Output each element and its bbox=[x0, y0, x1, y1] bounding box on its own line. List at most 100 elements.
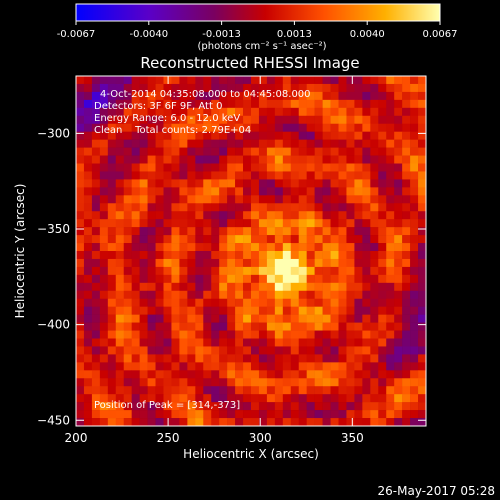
heatmap-cell bbox=[99, 107, 109, 117]
heatmap-cell bbox=[123, 107, 132, 117]
heatmap-cell bbox=[306, 322, 315, 331]
heatmap-cell bbox=[418, 195, 427, 204]
heatmap-cell bbox=[115, 362, 125, 371]
heatmap-cell bbox=[171, 290, 180, 300]
heatmap-cell bbox=[147, 83, 156, 93]
heatmap-cell bbox=[99, 370, 109, 379]
heatmap-cell bbox=[282, 203, 292, 212]
heatmap-cell bbox=[330, 282, 339, 292]
heatmap-cell bbox=[115, 394, 125, 403]
heatmap-cell bbox=[346, 274, 355, 284]
heatmap-cell bbox=[378, 251, 387, 260]
heatmap-cell bbox=[203, 235, 212, 244]
heatmap-cell bbox=[346, 171, 355, 180]
heatmap-cell bbox=[394, 211, 403, 220]
heatmap-cell bbox=[354, 306, 363, 315]
heatmap-cell bbox=[290, 171, 300, 180]
heatmap-cell bbox=[187, 274, 196, 284]
heatmap-cell bbox=[139, 171, 148, 180]
heatmap-cell bbox=[322, 418, 331, 427]
heatmap-cell bbox=[115, 203, 125, 212]
heatmap-cell bbox=[282, 258, 292, 268]
heatmap-cell bbox=[418, 211, 427, 220]
heatmap-cell bbox=[99, 410, 109, 419]
heatmap-cell bbox=[338, 274, 347, 284]
heatmap-cell bbox=[139, 330, 148, 339]
heatmap-cell bbox=[330, 107, 339, 117]
heatmap-cell bbox=[91, 322, 101, 331]
heatmap-cell bbox=[290, 298, 300, 307]
heatmap-cell bbox=[394, 418, 403, 427]
heatmap-cell bbox=[139, 258, 148, 268]
heatmap-cell bbox=[179, 147, 188, 156]
heatmap-cell bbox=[171, 147, 180, 156]
heatmap-cell bbox=[394, 370, 403, 379]
heatmap-cell bbox=[107, 258, 117, 268]
heatmap-cell bbox=[338, 418, 347, 427]
heatmap-cell bbox=[227, 163, 236, 172]
heatmap-cell bbox=[227, 306, 236, 315]
heatmap-cell bbox=[147, 346, 156, 355]
heatmap-cell bbox=[330, 274, 339, 284]
heatmap-cell bbox=[155, 76, 164, 85]
heatmap-cell bbox=[322, 131, 331, 140]
heatmap-cell bbox=[219, 203, 228, 212]
heatmap-cell bbox=[330, 243, 339, 252]
heatmap-cell bbox=[370, 298, 379, 307]
heatmap-cell bbox=[235, 171, 244, 180]
heatmap-cell bbox=[306, 107, 315, 117]
heatmap-cell bbox=[386, 179, 395, 188]
heatmap-cell bbox=[251, 410, 260, 419]
heatmap-cell bbox=[402, 410, 411, 419]
heatmap-cell bbox=[243, 274, 252, 284]
heatmap-cell bbox=[155, 155, 164, 164]
heatmap-cell bbox=[155, 314, 164, 323]
heatmap-cell bbox=[91, 282, 101, 292]
heatmap-cell bbox=[187, 83, 196, 93]
heatmap-cell bbox=[338, 354, 347, 363]
heatmap-cell bbox=[306, 258, 315, 268]
heatmap-cell bbox=[402, 362, 411, 371]
heatmap-cell bbox=[131, 203, 140, 212]
heatmap-cell bbox=[147, 227, 156, 236]
heatmap-cell bbox=[346, 298, 355, 307]
heatmap-cell bbox=[346, 219, 355, 228]
heatmap-cell bbox=[266, 402, 276, 411]
heatmap-cell bbox=[99, 163, 109, 172]
heatmap-cell bbox=[171, 139, 180, 148]
heatmap-cell bbox=[83, 282, 93, 292]
heatmap-cell bbox=[171, 163, 180, 172]
heatmap-cell bbox=[123, 410, 132, 419]
heatmap-cell bbox=[123, 266, 132, 276]
heatmap-cell bbox=[410, 91, 419, 101]
heatmap-cell bbox=[211, 99, 220, 109]
heatmap-cell bbox=[258, 418, 268, 427]
heatmap-cell bbox=[107, 274, 117, 284]
heatmap-cell bbox=[274, 330, 284, 339]
heatmap-cell bbox=[235, 131, 244, 140]
heatmap-cell bbox=[330, 171, 339, 180]
heatmap-cell bbox=[139, 314, 148, 323]
heatmap-cell bbox=[211, 378, 220, 387]
heatmap-cell bbox=[354, 91, 363, 101]
heatmap-cell bbox=[410, 354, 419, 363]
heatmap-cell bbox=[274, 251, 284, 260]
heatmap-cell bbox=[306, 163, 315, 172]
heatmap-cell bbox=[139, 306, 148, 315]
heatmap-cell bbox=[298, 266, 307, 276]
heatmap-cell bbox=[123, 243, 132, 252]
heatmap-cell bbox=[243, 282, 252, 292]
heatmap-cell bbox=[338, 235, 347, 244]
heatmap-cell bbox=[362, 76, 371, 85]
heatmap-cell bbox=[243, 139, 252, 148]
heatmap-cell bbox=[251, 338, 260, 347]
heatmap-cell bbox=[330, 76, 339, 85]
heatmap-cell bbox=[258, 195, 268, 204]
heatmap-cell bbox=[211, 139, 220, 148]
heatmap-cell bbox=[362, 330, 371, 339]
heatmap-cell bbox=[298, 115, 307, 125]
heatmap-cell bbox=[131, 243, 140, 252]
heatmap-cell bbox=[386, 322, 395, 331]
heatmap-cell bbox=[131, 131, 140, 140]
heatmap-cell bbox=[378, 418, 387, 427]
